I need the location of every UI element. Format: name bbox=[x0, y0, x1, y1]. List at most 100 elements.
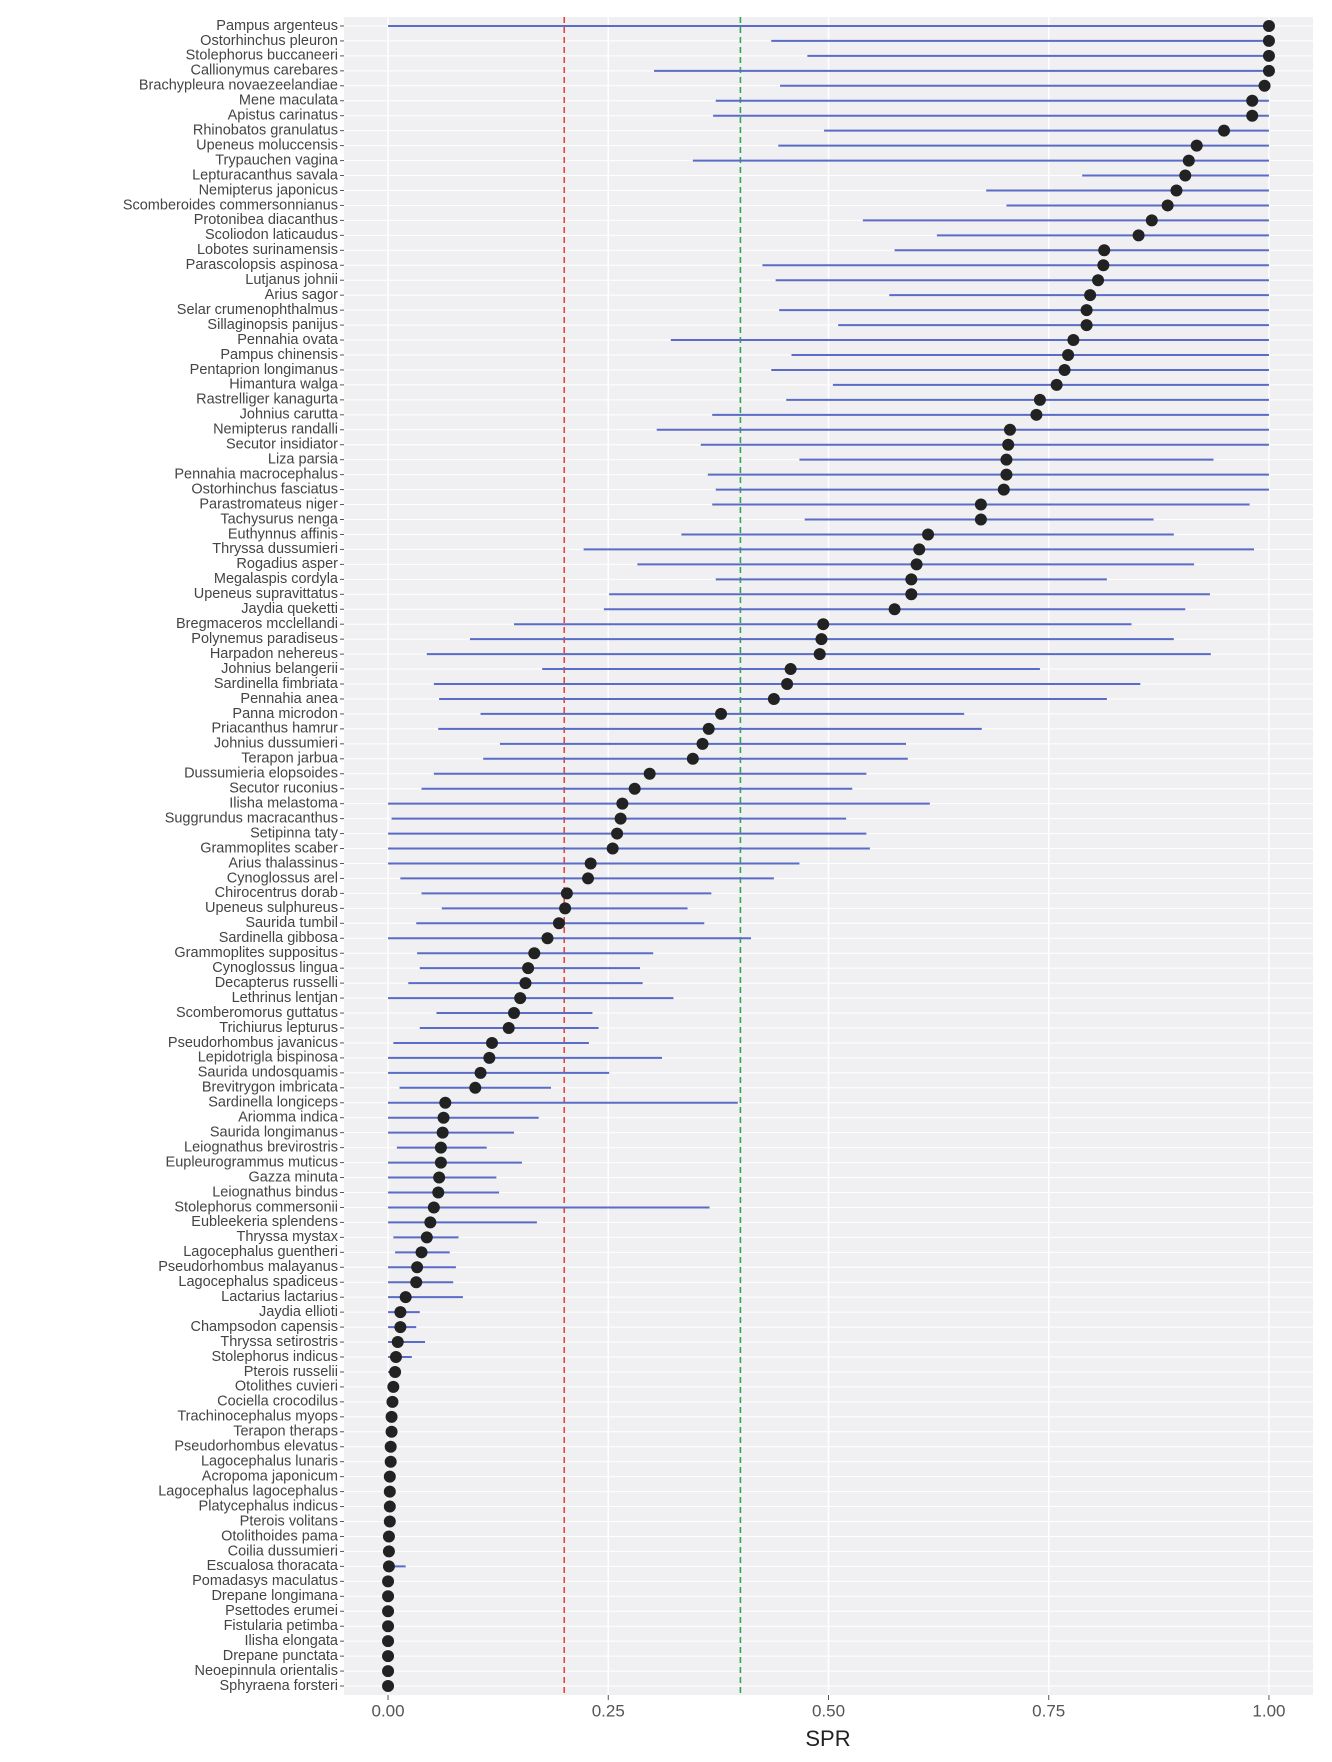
y-tick-label: Gazza minuta bbox=[249, 1169, 339, 1185]
point bbox=[1000, 468, 1013, 481]
y-tick-label: Lagocephalus guentheri bbox=[183, 1244, 338, 1260]
point bbox=[888, 603, 901, 616]
point bbox=[1097, 259, 1110, 272]
point bbox=[391, 1336, 404, 1349]
x-tick-label: 1.00 bbox=[1252, 1701, 1285, 1720]
y-tick-label: Pseudorhombus elevatus bbox=[174, 1439, 338, 1455]
y-tick-label: Scoliodon laticaudus bbox=[205, 227, 338, 243]
y-tick-label: Polynemus paradiseus bbox=[191, 631, 338, 647]
point bbox=[614, 812, 627, 825]
y-tick-label: Terapon jarbua bbox=[241, 751, 339, 767]
y-tick-label: Thryssa setirostris bbox=[220, 1334, 338, 1350]
y-tick-label: Pennahia macrocephalus bbox=[174, 466, 338, 482]
point bbox=[384, 1455, 397, 1468]
y-tick-label: Neoepinnula orientalis bbox=[195, 1663, 339, 1679]
y-tick-label: Platycephalus indicus bbox=[199, 1498, 338, 1514]
y-tick-label: Grammoplites scaber bbox=[200, 840, 338, 856]
point bbox=[784, 663, 797, 676]
point bbox=[382, 1545, 395, 1558]
point bbox=[702, 722, 715, 735]
y-tick-label: Stolephorus commersonii bbox=[174, 1199, 338, 1215]
y-tick-label: Escualosa thoracata bbox=[207, 1558, 339, 1574]
point bbox=[1058, 363, 1071, 376]
point bbox=[559, 902, 572, 915]
point bbox=[1062, 348, 1075, 361]
point bbox=[387, 1380, 400, 1393]
point bbox=[502, 1021, 515, 1034]
point bbox=[686, 752, 699, 765]
y-tick-label: Ostorhinchus fasciatus bbox=[191, 481, 338, 497]
y-tick-label: Lagocephalus spadiceus bbox=[178, 1274, 338, 1290]
y-tick-label: Pampus argenteus bbox=[216, 18, 338, 34]
y-tick-label: Upeneus moluccensis bbox=[196, 137, 338, 153]
y-tick-label: Himantura walga bbox=[229, 377, 339, 393]
point bbox=[1262, 34, 1275, 47]
point bbox=[616, 797, 629, 810]
point bbox=[382, 1635, 395, 1648]
point bbox=[781, 678, 794, 691]
point bbox=[399, 1291, 412, 1304]
point bbox=[420, 1231, 433, 1244]
point bbox=[905, 573, 918, 586]
point bbox=[1258, 79, 1271, 92]
point bbox=[815, 633, 828, 646]
point bbox=[382, 1530, 395, 1543]
point bbox=[522, 962, 535, 975]
point bbox=[1190, 139, 1203, 152]
y-tick-label: Secutor insidiator bbox=[226, 437, 338, 453]
y-tick-label: Thryssa mystax bbox=[236, 1229, 338, 1245]
point bbox=[383, 1500, 396, 1513]
point bbox=[485, 1036, 498, 1049]
point bbox=[922, 528, 935, 541]
y-tick-label: Stolephorus buccaneeri bbox=[186, 48, 338, 64]
point bbox=[813, 648, 826, 661]
y-tick-label: Euthynnus affinis bbox=[228, 526, 338, 542]
y-tick-label: Jaydia queketti bbox=[241, 601, 338, 617]
point bbox=[382, 1665, 395, 1678]
y-tick-label: Acropoma japonicum bbox=[202, 1468, 338, 1484]
point bbox=[1067, 334, 1080, 347]
y-tick-label: Trachinocephalus myops bbox=[177, 1409, 338, 1425]
y-tick-label: Otolithoides pama bbox=[221, 1528, 339, 1544]
point bbox=[1002, 438, 1015, 451]
point bbox=[1033, 393, 1046, 406]
y-tick-label: Jaydia ellioti bbox=[259, 1304, 338, 1320]
point bbox=[541, 932, 554, 945]
point bbox=[384, 1440, 397, 1453]
y-tick-label: Mene maculata bbox=[239, 93, 339, 109]
y-tick-label: Stolephorus indicus bbox=[211, 1349, 338, 1365]
y-tick-label: Lepturacanthus savala bbox=[192, 167, 339, 183]
point bbox=[905, 588, 918, 601]
point bbox=[382, 1605, 395, 1618]
point bbox=[528, 947, 541, 960]
y-tick-label: Rogadius asper bbox=[236, 556, 338, 572]
y-tick-label: Tachysurus nenga bbox=[220, 511, 339, 527]
y-tick-label: Eubleekeria splendens bbox=[191, 1214, 338, 1230]
y-tick-label: Drepane punctata bbox=[223, 1648, 339, 1664]
point bbox=[382, 1590, 395, 1603]
y-tick-label: Protonibea diacanthus bbox=[194, 212, 338, 228]
point bbox=[415, 1246, 428, 1259]
y-tick-label: Ilisha melastoma bbox=[229, 795, 339, 811]
y-tick-label: Callionymus carebares bbox=[191, 63, 338, 79]
point bbox=[389, 1351, 402, 1364]
x-tick-label: 0.50 bbox=[812, 1701, 845, 1720]
y-tick-label: Nemipterus randalli bbox=[213, 422, 338, 438]
y-tick-label: Panna microdon bbox=[232, 706, 338, 722]
point bbox=[1080, 304, 1093, 317]
point bbox=[913, 543, 926, 556]
y-tick-label: Secutor ruconius bbox=[229, 781, 338, 797]
y-tick-label: Harpadon nehereus bbox=[210, 646, 338, 662]
x-tick-label: 0.00 bbox=[371, 1701, 404, 1720]
y-tick-label: Scomberoides commersonnianus bbox=[123, 197, 338, 213]
point bbox=[410, 1276, 423, 1289]
y-tick-label: Pentaprion longimanus bbox=[190, 362, 338, 378]
y-tick-label: Pomadasys maculatus bbox=[192, 1573, 338, 1589]
y-tick-label: Saurida tumbil bbox=[245, 915, 338, 931]
y-tick-label: Ilisha elongata bbox=[244, 1633, 338, 1649]
y-tick-label: Dussumieria elopsoides bbox=[184, 766, 338, 782]
y-tick-label: Pennahia ovata bbox=[237, 332, 339, 348]
point bbox=[427, 1201, 440, 1214]
y-tick-label: Chirocentrus dorab bbox=[215, 885, 338, 901]
point bbox=[1000, 453, 1013, 466]
